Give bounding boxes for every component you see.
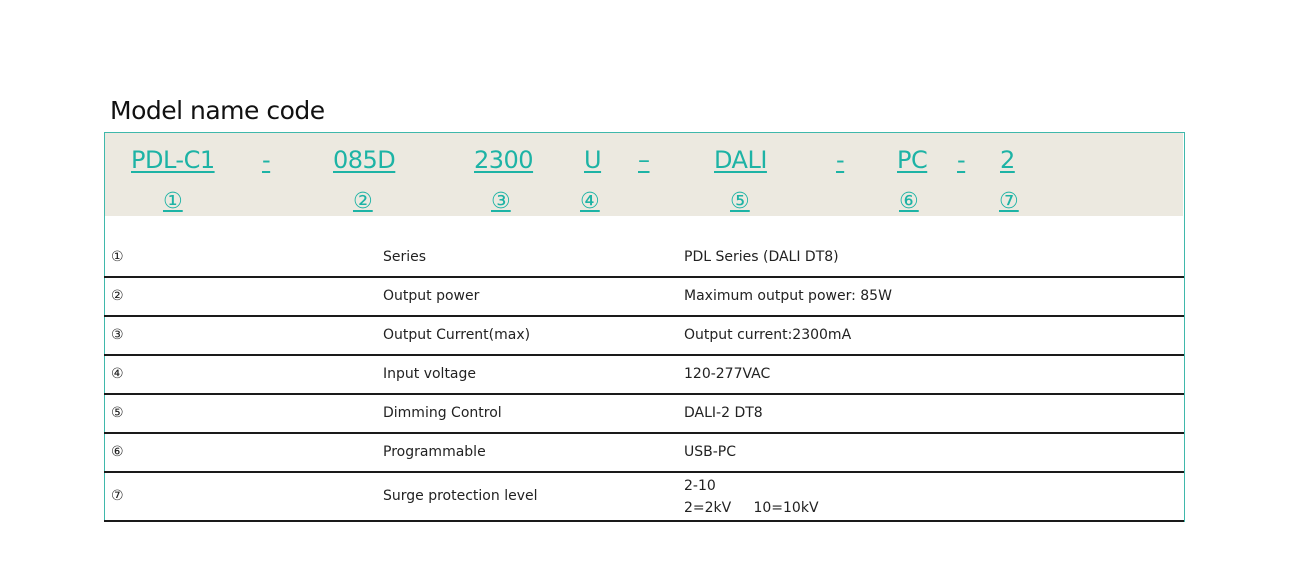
divider [104,520,1184,522]
code-separator: - [957,146,966,174]
row-value: USB-PC [684,444,737,460]
row-label: Output Current(max) [383,327,531,343]
row-number: ④ [111,366,124,382]
marker-7: ⑦ [999,189,1019,214]
row-number: ② [111,288,124,304]
row-number: ③ [111,327,124,343]
code-series: PDL-C1 [131,146,215,174]
row-number: ⑥ [111,444,124,460]
code-separator: - [836,146,845,174]
marker-2: ② [353,189,373,214]
row-value-detail: 2=2kV 10=10kV [684,500,819,516]
row-value: Maximum output power: 85W [684,288,892,304]
row-value: 120-277VAC [684,366,771,382]
model-code-table [104,132,1185,522]
row-value: Output current:2300mA [684,327,852,343]
marker-3: ③ [491,189,511,214]
row-number: ① [111,249,124,265]
code-header-band [105,133,1183,216]
divider [104,354,1184,356]
marker-4: ④ [580,189,600,214]
row-value: DALI-2 DT8 [684,405,763,421]
code-separator: - [262,146,271,174]
row-label: Input voltage [383,366,477,382]
row-label: Programmable [383,444,486,460]
code-current: 2300 [474,146,534,174]
marker-6: ⑥ [899,189,919,214]
divider [104,315,1184,317]
code-dimming: DALI [714,146,767,174]
divider [104,432,1184,434]
divider [104,471,1184,473]
row-value: PDL Series (DALI DT8) [684,249,839,265]
marker-1: ① [163,189,183,214]
code-programmable: PC [897,146,928,174]
row-value: 2-10 [684,478,716,494]
page-title: Model name code [110,96,325,125]
divider [104,393,1184,395]
row-label: Dimming Control [383,405,502,421]
marker-5: ⑤ [730,189,750,214]
divider [104,276,1184,278]
code-surge: 2 [1000,146,1015,174]
code-power: 085D [333,146,396,174]
code-separator: – [638,146,650,174]
row-label: Output power [383,288,480,304]
code-voltage: U [584,146,602,174]
row-number: ⑤ [111,405,124,421]
row-label: Series [383,249,427,265]
row-number: ⑦ [111,488,124,504]
row-label: Surge protection level [383,488,538,504]
